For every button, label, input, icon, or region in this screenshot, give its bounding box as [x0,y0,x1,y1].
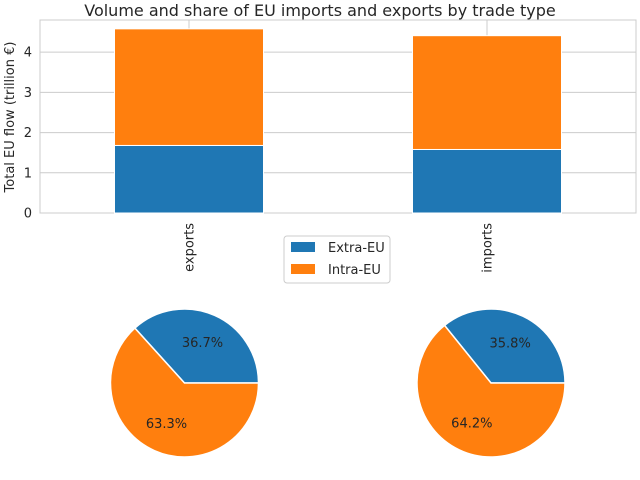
pie-slice-intra-eu [416,324,566,458]
y-tick-label: 0 [24,207,32,222]
legend-label-extra-eu: Extra-EU [328,241,385,256]
x-tick-labels: exports imports [183,223,496,273]
y-tick-label: 1 [24,166,32,181]
bar-imports-extra-eu [412,148,562,214]
pie-value-label: 64.2% [451,417,492,432]
chart-title: Volume and share of EU imports and expor… [84,1,556,20]
pie-value-label: 35.8% [490,336,531,351]
x-tick-label-imports: imports [481,223,496,273]
pie-chart-exports: 36.7% 63.3% [109,308,260,458]
pie-slice-intra-eu [109,327,260,458]
y-axis-label: Total EU flow (trillion €) [3,42,18,194]
x-tick-label-exports: exports [183,223,198,272]
bar-imports-intra-eu [412,35,562,150]
y-tick-label: 2 [24,126,32,141]
y-tick-label: 4 [24,46,32,61]
legend-label-intra-eu: Intra-EU [328,263,381,278]
bars [114,28,562,214]
pie-value-label: 63.3% [146,417,187,432]
bar-chart: 0 1 2 3 4 exports imports Total EU flow (tril… [3,19,637,273]
legend-swatch-extra-eu [291,242,315,252]
legend-swatch-intra-eu [291,264,315,274]
pie-chart-imports: 35.8% 64.2% [416,308,566,458]
pie-value-label: 36.7% [182,336,223,351]
pie-slice-extra-eu [133,308,260,384]
legend: Extra-EU Intra-EU [283,235,391,284]
pie-slice-extra-eu [443,308,566,384]
plot-frame [39,19,637,214]
bar-exports-intra-eu [114,28,264,146]
bar-exports-extra-eu [114,144,264,214]
y-tick-label: 3 [24,86,32,101]
y-tick-labels: 0 1 2 3 4 [24,46,32,222]
